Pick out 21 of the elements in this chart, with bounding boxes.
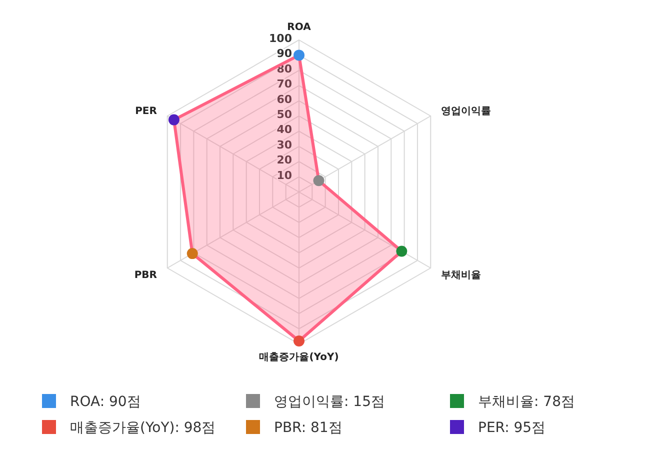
y-tick-label: 50 — [276, 108, 292, 121]
y-tick-label: 10 — [276, 168, 292, 182]
y-tick-label: 40 — [276, 123, 292, 136]
text: PBR: 81점 — [274, 420, 342, 436]
text: 부채비율: 78점 — [478, 394, 575, 410]
spoke-label: 부채비율 — [441, 270, 482, 281]
y-tick-label: 60 — [276, 92, 292, 106]
text: ROA: 90점 — [70, 394, 141, 410]
text: 매출증가율(YoY): 98점 — [70, 420, 216, 436]
spoke-label: 영업이익률 — [441, 106, 492, 117]
y-tick-label: 100 — [269, 32, 292, 45]
y-tick-label: 20 — [276, 154, 292, 167]
text: PER: 95점 — [478, 420, 546, 436]
text: 영업이익률: 15점 — [274, 394, 385, 410]
y-tick-label: 70 — [276, 78, 292, 91]
spoke-label: 매출증가율(YoY) — [259, 352, 339, 363]
spoke-label: PBR — [134, 270, 158, 281]
spoke-label: PER — [135, 106, 158, 117]
spoke-label: ROA — [287, 22, 312, 33]
y-tick-label: 30 — [276, 138, 292, 152]
y-tick-label: 90 — [276, 47, 292, 60]
